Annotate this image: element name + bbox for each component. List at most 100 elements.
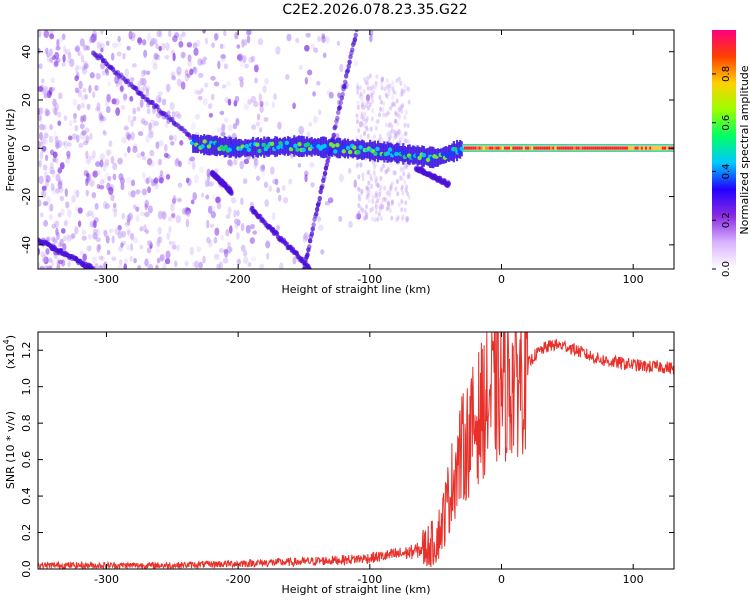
- spectrogram-noise-cell: [212, 194, 217, 200]
- spectrogram-noise-cell: [162, 99, 166, 106]
- spectrogram-noise-cell: [369, 73, 372, 78]
- spectrogram-ridge-core: [554, 147, 556, 150]
- spectrogram-trace-cell: [347, 60, 351, 65]
- spectrogram-ridge-core: [510, 147, 512, 150]
- spectrogram-noise-cell: [72, 133, 78, 139]
- spectrogram-noise-cell: [78, 65, 82, 70]
- spectrogram-noise-cell: [192, 192, 197, 200]
- spectrogram-noise-cell: [244, 39, 248, 46]
- spectrogram-noise-cell: [199, 166, 204, 173]
- spectrogram-noise-cell: [379, 195, 382, 200]
- spectrogram-trace-cell: [323, 171, 327, 176]
- spectrogram-noise-cell: [108, 141, 112, 147]
- x-tick-label: 0: [498, 573, 505, 586]
- spectrogram-noise-cell: [170, 102, 175, 111]
- spectrogram-ridge-core: [333, 149, 337, 153]
- y-tick-label: -40: [20, 236, 33, 254]
- spectrogram-noise-cell: [187, 42, 192, 47]
- spectrogram-noise-cell: [143, 121, 148, 126]
- spectrogram-noise-cell: [52, 55, 56, 60]
- x-tick-label: 100: [623, 273, 644, 286]
- spectrogram-noise-cell: [193, 42, 198, 48]
- spectrogram-noise-cell: [268, 185, 272, 192]
- spectrogram-noise-cell: [329, 92, 334, 99]
- spectrogram-noise-cell: [156, 249, 160, 253]
- spectrogram-noise-cell: [51, 237, 55, 242]
- spectrogram-noise-cell: [95, 170, 100, 175]
- spectrogram-trace-cell: [353, 37, 357, 42]
- spectrogram-ridge-core: [546, 147, 548, 150]
- spectrogram-noise-cell: [305, 33, 310, 38]
- spectrogram-noise-cell: [277, 122, 282, 130]
- spectrogram-noise-cell: [186, 211, 190, 217]
- spectrogram-noise-cell: [361, 208, 364, 213]
- spectrogram-ridge-core: [542, 147, 544, 150]
- snr-scale-base: (x10: [4, 344, 17, 369]
- spectrogram-noise-cell: [363, 89, 366, 94]
- spectrogram-noise-cell: [186, 178, 189, 183]
- spectrogram-noise-cell: [58, 179, 63, 185]
- spectrogram-noise-cell: [154, 177, 159, 183]
- spectrogram-noise-cell: [201, 192, 204, 197]
- spectrogram-noise-cell: [177, 78, 182, 86]
- spectrogram-noise-cell: [273, 93, 277, 100]
- spectrogram-noise-cell: [241, 245, 246, 252]
- spectrogram-trace-cell: [343, 79, 347, 84]
- spectrogram-noise-cell: [387, 123, 390, 128]
- spectrogram-noise-cell: [363, 123, 366, 128]
- spectrogram-noise-cell: [246, 225, 251, 234]
- spectrogram-ridge-core: [544, 147, 546, 150]
- spectrogram-ridge-core: [563, 147, 565, 150]
- spectrogram-noise-cell: [144, 260, 149, 267]
- spectrogram-noise-cell: [143, 224, 147, 232]
- spectrogram-noise-cell: [64, 49, 67, 56]
- colorbar-strip: [712, 30, 736, 269]
- spectrogram-noise-cell: [67, 142, 72, 147]
- spectrogram-noise-cell: [178, 182, 183, 187]
- spectrogram-noise-cell: [130, 77, 135, 81]
- spectrogram-noise-cell: [325, 36, 329, 44]
- spectrogram-noise-cell: [391, 181, 394, 186]
- spectrogram-noise-cell: [131, 32, 135, 38]
- spectrogram-noise-cell: [41, 137, 47, 145]
- snr-x-label: Height of straight line (km): [281, 583, 430, 596]
- spectrogram-noise-cell: [161, 211, 166, 218]
- spectrogram-noise-cell: [74, 125, 78, 131]
- spectrogram-noise-cell: [158, 227, 162, 235]
- y-tick-label: 40: [20, 45, 33, 59]
- spectrogram-noise-cell: [43, 220, 48, 227]
- spectrogram-noise-cell: [55, 140, 60, 149]
- spectrogram-noise-cell: [55, 46, 60, 50]
- spectrogram-noise-cell: [391, 128, 394, 133]
- spectrogram-noise-cell: [90, 72, 95, 78]
- spectrogram-noise-cell: [51, 27, 55, 35]
- spectrogram-noise-cell: [236, 232, 239, 240]
- spectrogram-noise-cell: [238, 76, 243, 81]
- spectrogram-ridge-core: [580, 147, 582, 150]
- spectrogram-noise-cell: [156, 141, 160, 148]
- spectrogram-ridge-core: [618, 147, 620, 150]
- spectrogram-noise-cell: [377, 182, 380, 187]
- spectrogram-trace-cell: [320, 183, 324, 188]
- spectrogram-noise-cell: [295, 38, 299, 43]
- spectrogram-ridge-core: [630, 147, 632, 150]
- spectrogram-noise-cell: [140, 99, 144, 108]
- spectrogram-ridge-core: [658, 147, 660, 150]
- spectrogram-noise-cell: [137, 38, 142, 44]
- spectrogram-noise-cell: [373, 134, 376, 139]
- spectrogram-ridge-core: [512, 147, 514, 150]
- spectrogram-noise-cell: [116, 43, 121, 48]
- spectrogram-noise-cell: [363, 112, 366, 117]
- spectrogram-noise-cell: [243, 103, 249, 110]
- spectrogram-noise-cell: [406, 218, 409, 223]
- spectrogram-noise-cell: [153, 53, 158, 60]
- snr-scale-factor: (x104): [2, 335, 17, 369]
- spectrogram-noise-cell: [121, 105, 126, 110]
- spectrogram-trace-cell: [447, 181, 451, 186]
- spectrogram-noise-cell: [105, 99, 109, 108]
- spectrogram-noise-cell: [367, 180, 370, 185]
- spectrogram-noise-cell: [237, 259, 241, 265]
- spectrogram-noise-cell: [361, 173, 364, 178]
- spectrogram-noise-cell: [357, 105, 360, 110]
